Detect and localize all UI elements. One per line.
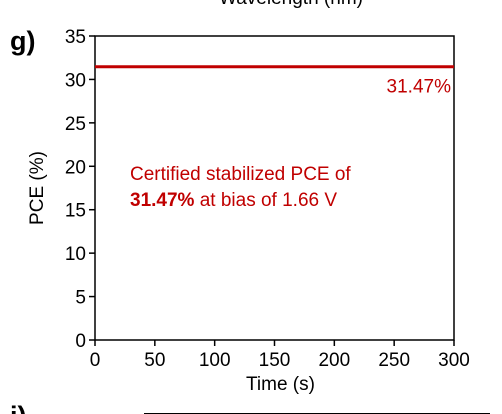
y-tick-label: 10 — [65, 244, 86, 265]
x-tick-label: 250 — [378, 350, 410, 371]
x-tick-label: 200 — [318, 350, 350, 371]
y-tick-label: 20 — [65, 157, 86, 178]
y-tick-label: 35 — [65, 27, 86, 48]
x-tick-label: 300 — [438, 350, 470, 371]
end-value-label: 31.47% — [387, 77, 452, 98]
x-axis-label: Time (s) — [246, 374, 315, 395]
y-axis-label: PCE (%) — [27, 151, 48, 225]
annotation-bias-text: at bias of 1.66 V — [194, 190, 337, 211]
x-tick-label: 0 — [90, 350, 101, 371]
annotation-line-1: Certified stabilized PCE of — [130, 164, 351, 185]
y-tick-label: 5 — [75, 288, 86, 309]
y-axis: 0 5 10 15 20 25 30 35 — [65, 27, 95, 352]
cut-off-axis-label: Wavelength (nm) — [219, 0, 363, 9]
annotation-bold-value: 31.47% — [130, 190, 195, 211]
annotation-line-2: 31.47% at bias of 1.66 V — [130, 190, 337, 211]
x-tick-label: 100 — [199, 350, 231, 371]
next-panel-label: i) — [10, 401, 27, 414]
panel-label: g) — [10, 26, 35, 56]
y-tick-label: 15 — [65, 201, 86, 222]
x-axis: 0 50 100 150 200 250 300 — [90, 340, 470, 371]
y-tick-label: 0 — [75, 331, 86, 352]
x-tick-label: 150 — [259, 350, 291, 371]
y-tick-label: 25 — [65, 114, 86, 135]
y-tick-label: 30 — [65, 70, 86, 91]
x-tick-label: 50 — [144, 350, 165, 371]
